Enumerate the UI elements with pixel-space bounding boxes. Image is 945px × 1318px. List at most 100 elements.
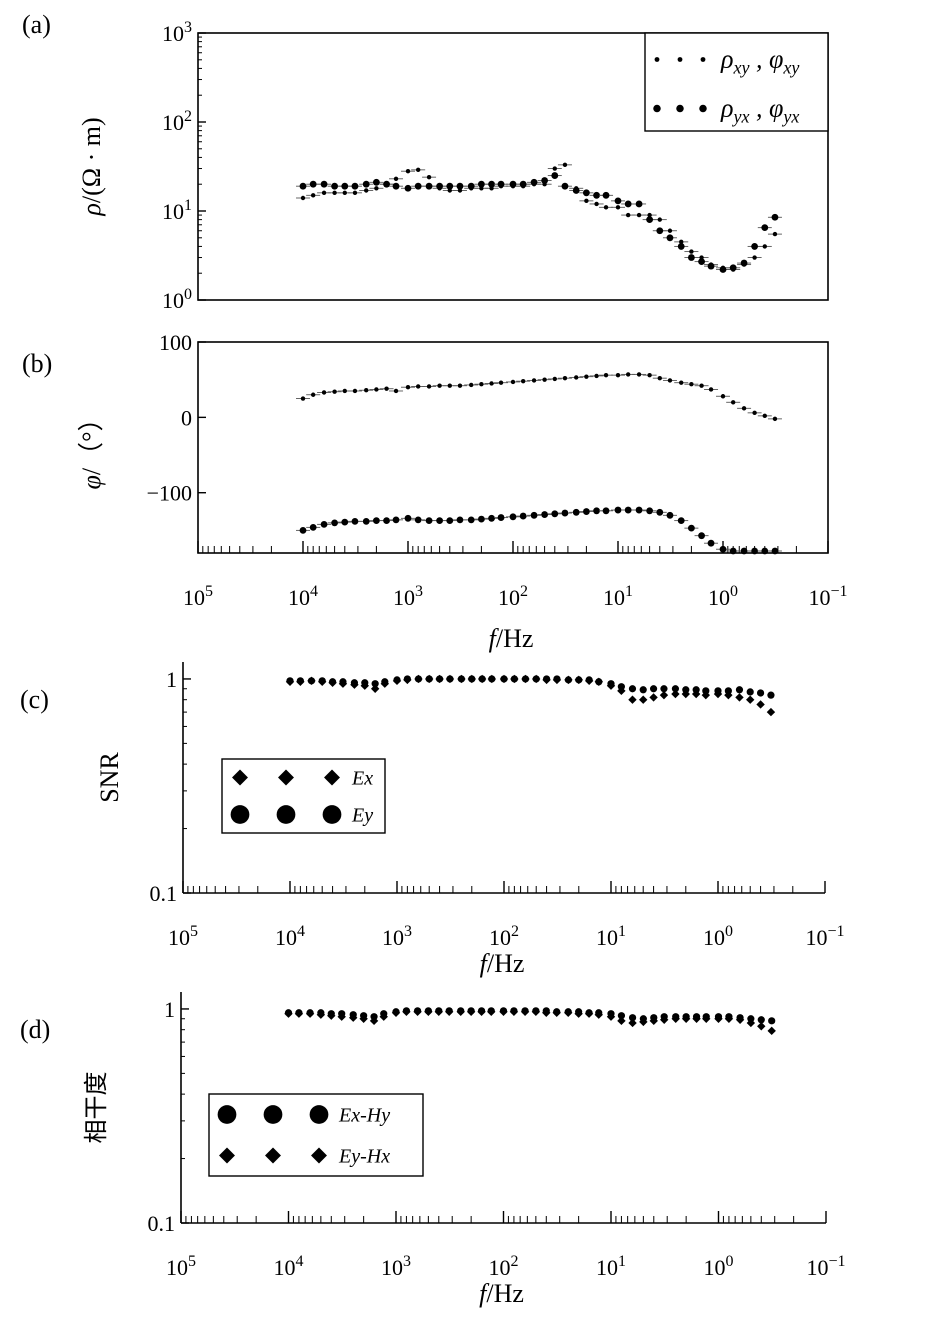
data-series-1 xyxy=(285,674,776,717)
legend-marker xyxy=(700,57,706,62)
data-point xyxy=(701,690,711,700)
data-point xyxy=(542,1008,551,1017)
data-point xyxy=(444,1007,454,1016)
data-point xyxy=(497,514,505,521)
data-point xyxy=(584,374,589,379)
legend-marker xyxy=(278,769,294,786)
data-point xyxy=(328,678,337,686)
y-axis-label: SNR xyxy=(95,752,124,803)
data-point xyxy=(426,174,432,180)
data-point xyxy=(747,1015,755,1023)
legend-frame xyxy=(221,758,386,834)
data-point xyxy=(687,524,695,532)
legend-marker xyxy=(654,57,660,62)
data-point xyxy=(374,387,379,392)
data-point xyxy=(772,231,778,237)
data-point xyxy=(488,180,495,188)
data-point xyxy=(767,691,775,699)
x-tick-label: 101 xyxy=(596,1253,626,1280)
data-point xyxy=(519,180,527,188)
data-point xyxy=(489,381,494,386)
data-point xyxy=(698,258,705,266)
data-point xyxy=(575,676,583,684)
data-point xyxy=(457,383,463,388)
data-point xyxy=(551,172,559,179)
data-point xyxy=(735,686,744,694)
data-point xyxy=(582,508,590,515)
data-point xyxy=(531,378,537,383)
data-point xyxy=(530,511,538,519)
data-point xyxy=(667,378,673,383)
data-point xyxy=(724,687,732,695)
data-point xyxy=(617,1016,626,1026)
legend-label: ρxy , φxy xyxy=(720,45,799,78)
data-point xyxy=(337,1012,346,1021)
x-tick-label: 10−1 xyxy=(806,1253,845,1280)
data-point xyxy=(719,266,727,273)
data-point xyxy=(646,507,654,515)
legend-marker xyxy=(653,104,661,113)
data-point xyxy=(435,675,444,683)
data-point xyxy=(551,510,559,518)
data-point xyxy=(724,1014,734,1023)
x-tick-label: 10−1 xyxy=(805,923,844,950)
data-point xyxy=(660,685,668,693)
data-point xyxy=(446,675,454,683)
legend-marker xyxy=(676,104,684,113)
data-point xyxy=(649,693,658,702)
data-point xyxy=(339,678,347,686)
legend-marker xyxy=(322,805,342,824)
data-point xyxy=(625,372,631,377)
data-point xyxy=(687,254,695,261)
x-tick-label: 10−1 xyxy=(808,583,847,610)
data-point xyxy=(321,390,327,395)
data-point xyxy=(594,201,599,207)
data-point xyxy=(761,224,769,232)
data-point xyxy=(487,1007,496,1016)
data-point xyxy=(321,190,327,196)
data-point xyxy=(561,182,569,190)
data-point xyxy=(294,1009,304,1018)
data-point xyxy=(649,685,658,693)
chart-panel-3: (c) 1 0.1 105 104 103 102 101 100 10−1 f/Hz SNR Ex Ey xyxy=(20,662,845,978)
x-tick-label: 100 xyxy=(704,1253,734,1280)
data-point xyxy=(614,506,622,514)
data-point xyxy=(656,227,664,235)
data-point xyxy=(320,180,328,188)
data-point xyxy=(488,675,496,683)
data-point xyxy=(478,675,486,683)
data-point xyxy=(372,517,380,524)
data-point xyxy=(469,382,474,388)
data-point xyxy=(509,180,517,188)
data-point xyxy=(735,693,744,702)
legend: ρxy , φxy ρyx , φyx xyxy=(644,32,829,132)
data-point xyxy=(646,216,654,224)
data-point xyxy=(562,375,568,381)
data-point xyxy=(520,1007,530,1016)
data-point xyxy=(729,264,737,272)
x-tick-label: 105 xyxy=(166,1253,196,1280)
data-point xyxy=(425,517,433,524)
data-point xyxy=(574,375,579,380)
data-point xyxy=(767,1026,776,1036)
x-axis-label: f/Hz xyxy=(479,1279,524,1308)
legend-marker xyxy=(230,805,250,824)
data-point xyxy=(383,517,390,524)
data-point xyxy=(657,375,662,381)
data-point xyxy=(349,1013,358,1022)
data-point xyxy=(707,262,715,270)
data-point xyxy=(414,182,422,190)
data-point xyxy=(341,518,349,526)
data-point xyxy=(614,197,622,205)
data-point xyxy=(351,517,359,525)
legend-marker xyxy=(311,1147,327,1164)
data-point xyxy=(628,1018,637,1028)
data-point xyxy=(403,675,411,683)
legend-marker xyxy=(219,1147,235,1164)
data-point xyxy=(520,378,526,384)
data-point xyxy=(456,1007,465,1016)
panel-label: (b) xyxy=(22,349,52,378)
y-tick-label: 101 xyxy=(162,197,192,224)
data-point xyxy=(585,676,593,684)
data-point xyxy=(582,189,590,197)
